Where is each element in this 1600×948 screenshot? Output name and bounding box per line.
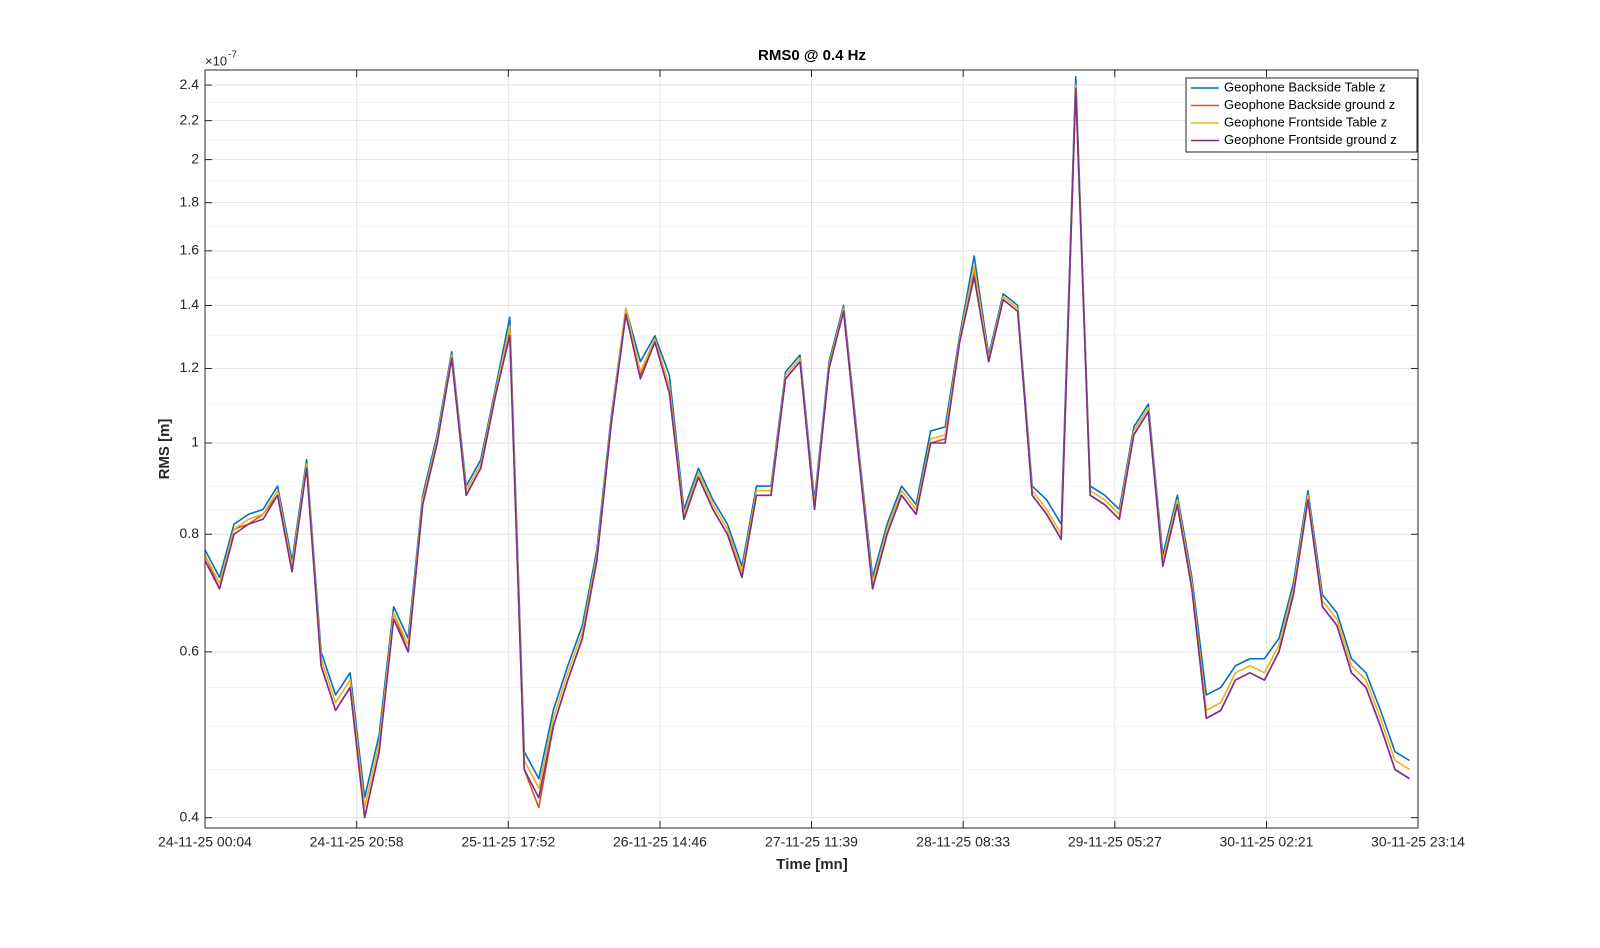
x-tick-label: 26-11-25 14:46 xyxy=(613,834,707,850)
x-tick-label: 24-11-25 20:58 xyxy=(310,834,404,850)
x-tick-label: 27-11-25 11:39 xyxy=(765,834,858,850)
chart-title: RMS0 @ 0.4 Hz xyxy=(758,47,866,64)
y-tick-label: 0.4 xyxy=(180,808,200,824)
legend-box xyxy=(1185,77,1418,153)
y-tick-label: 2.4 xyxy=(180,76,200,92)
y-tick-label: 2.2 xyxy=(180,111,200,127)
y-tick-label: 1.6 xyxy=(180,242,200,258)
x-tick-label: 25-11-25 17:52 xyxy=(461,834,555,850)
x-tick-label: 28-11-25 08:33 xyxy=(916,834,1010,850)
y-exponent-power: -7 xyxy=(228,50,237,61)
legend-label: Geophone Frontside Table z xyxy=(1224,114,1387,129)
y-tick-label: 0.8 xyxy=(180,525,200,541)
legend-label: Geophone Backside ground z xyxy=(1224,97,1395,112)
legend-label: Geophone Backside Table z xyxy=(1224,79,1386,94)
lines xyxy=(204,75,1410,819)
ticks: 0.4 0.6 0.8 1 1.2 1.4 1.6 1.8 2 2.2 2.4 24-11-25 00… xyxy=(158,70,1465,850)
x-tick-label: 30-11-25 23:14 xyxy=(1371,834,1465,850)
x-tick-label: 29-11-25 05:27 xyxy=(1068,834,1162,850)
y-axis-label: RMS [m] xyxy=(156,419,173,480)
y-tick-label: 2 xyxy=(191,150,199,166)
y-tick-label: 1.8 xyxy=(180,193,200,209)
legend: Geophone Backside Table z Geophone Backsi… xyxy=(1185,77,1418,153)
series-line xyxy=(204,87,1410,819)
y-tick-label: 1 xyxy=(191,434,199,450)
x-tick-label: 30-11-25 02:21 xyxy=(1219,834,1313,850)
x-tick-label: 24-11-25 00:04 xyxy=(158,834,252,850)
y-tick-label: 1.4 xyxy=(180,296,200,312)
x-axis-label: Time [mn] xyxy=(776,856,847,873)
y-tick-label: 0.6 xyxy=(180,643,200,659)
y-exponent-base: ×10 xyxy=(205,53,227,68)
y-tick-label: 1.2 xyxy=(180,359,200,375)
legend-label: Geophone Frontside ground z xyxy=(1224,132,1397,147)
